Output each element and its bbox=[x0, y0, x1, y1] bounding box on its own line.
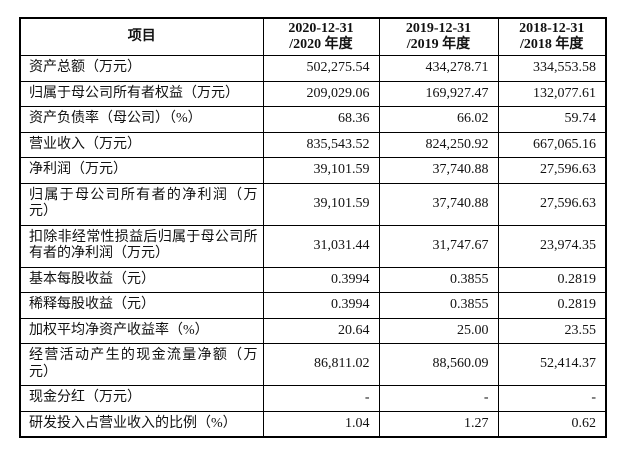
table-row: 加权平均净资产收益率（%） 20.64 25.00 23.55 bbox=[19, 317, 607, 344]
table-body: 资产总额（万元） 502,275.54 434,278.71 334,553.58 归属… bbox=[19, 55, 607, 438]
row-label: 归属于母公司所有者权益（万元） bbox=[19, 80, 264, 107]
row-value: 23.55 bbox=[497, 317, 607, 344]
row-value: 0.2819 bbox=[497, 292, 607, 319]
table-row: 研发投入占营业收入的比例（%） 1.04 1.27 0.62 bbox=[19, 410, 607, 438]
row-value: - bbox=[497, 385, 607, 412]
row-value: 66.02 bbox=[378, 106, 499, 133]
header-period-2018-year: /2018 年度 bbox=[520, 37, 584, 52]
row-label: 经营活动产生的现金流量净额（万元） bbox=[19, 343, 264, 386]
row-value: 1.04 bbox=[262, 410, 380, 438]
row-value: 0.3994 bbox=[262, 292, 380, 319]
row-value: 37,740.88 bbox=[378, 157, 499, 184]
row-value: 502,275.54 bbox=[262, 55, 380, 82]
header-period-2018-date: 2018-12-31 bbox=[519, 21, 585, 36]
header-period-2020-date: 2020-12-31 bbox=[288, 21, 354, 36]
row-value: 0.2819 bbox=[497, 266, 607, 293]
row-value: 37,740.88 bbox=[378, 182, 499, 226]
row-value: 835,543.52 bbox=[262, 131, 380, 158]
table-row: 归属于母公司所有者权益（万元） 209,029.06 169,927.47 132,0… bbox=[19, 80, 607, 107]
row-value: 334,553.58 bbox=[497, 55, 607, 82]
row-value: 667,065.16 bbox=[497, 131, 607, 158]
row-value: - bbox=[262, 385, 380, 412]
table-row: 基本每股收益（元） 0.3994 0.3855 0.2819 bbox=[19, 266, 607, 293]
row-value: 169,927.47 bbox=[378, 80, 499, 107]
row-label: 稀释每股收益（元） bbox=[19, 292, 264, 319]
header-period-2019: 2019-12-31 /2019 年度 bbox=[378, 17, 499, 56]
row-value: 31,747.67 bbox=[378, 224, 499, 268]
row-value: 88,560.09 bbox=[378, 343, 499, 386]
row-value: 52,414.37 bbox=[497, 343, 607, 386]
row-label: 资产负债率（母公司）（%） bbox=[19, 106, 264, 133]
row-label: 研发投入占营业收入的比例（%） bbox=[19, 410, 264, 438]
table-row: 扣除非经常性损益后归属于母公司所有者的净利润（万元） 31,031.44 31,74… bbox=[19, 224, 607, 268]
row-label: 归属于母公司所有者的净利润（万元） bbox=[19, 182, 264, 226]
row-value: 39,101.59 bbox=[262, 157, 380, 184]
row-value: 0.3994 bbox=[262, 266, 380, 293]
row-label: 扣除非经常性损益后归属于母公司所有者的净利润（万元） bbox=[19, 224, 264, 268]
table-row: 资产负债率（母公司）（%） 68.36 66.02 59.74 bbox=[19, 106, 607, 133]
header-period-2019-date: 2019-12-31 bbox=[405, 21, 472, 36]
table-row: 经营活动产生的现金流量净额（万元） 86,811.02 88,560.09 52,41… bbox=[19, 343, 607, 386]
row-label: 净利润（万元） bbox=[19, 157, 264, 184]
row-label: 营业收入（万元） bbox=[19, 131, 264, 158]
table-row: 资产总额（万元） 502,275.54 434,278.71 334,553.58 bbox=[19, 55, 607, 82]
header-period-2020: 2020-12-31 /2020 年度 bbox=[262, 17, 380, 56]
row-label: 现金分红（万元） bbox=[19, 385, 264, 412]
row-value: 25.00 bbox=[378, 317, 499, 344]
table-row: 营业收入（万元） 835,543.52 824,250.92 667,065.16 bbox=[19, 131, 607, 158]
row-value: 68.36 bbox=[262, 106, 380, 133]
row-value: 1.27 bbox=[378, 410, 499, 438]
table-row: 归属于母公司所有者的净利润（万元） 39,101.59 37,740.88 27,59… bbox=[19, 182, 607, 226]
financial-summary-table: 项目 2020-12-31 /2020 年度 2019-12-31 /2019 … bbox=[19, 17, 607, 438]
row-value: 27,596.63 bbox=[497, 182, 607, 226]
table-header-row: 项目 2020-12-31 /2020 年度 2019-12-31 /2019 … bbox=[19, 17, 607, 56]
row-value: 86,811.02 bbox=[262, 343, 380, 386]
row-value: 23,974.35 bbox=[497, 224, 607, 268]
header-period-2019-year: /2019 年度 bbox=[406, 37, 471, 52]
header-period-2020-year: /2020 年度 bbox=[289, 37, 353, 52]
row-label: 资产总额（万元） bbox=[19, 55, 264, 82]
row-value: 0.3855 bbox=[378, 292, 499, 319]
row-value: 434,278.71 bbox=[378, 55, 499, 82]
row-value: - bbox=[378, 385, 499, 412]
row-value: 31,031.44 bbox=[262, 224, 380, 268]
row-value: 39,101.59 bbox=[262, 182, 380, 226]
header-period-2018: 2018-12-31 /2018 年度 bbox=[497, 17, 607, 56]
row-value: 0.62 bbox=[497, 410, 607, 438]
row-value: 132,077.61 bbox=[497, 80, 607, 107]
row-value: 0.3855 bbox=[378, 266, 499, 293]
row-value: 27,596.63 bbox=[497, 157, 607, 184]
table-row: 稀释每股收益（元） 0.3994 0.3855 0.2819 bbox=[19, 292, 607, 319]
row-value: 209,029.06 bbox=[262, 80, 380, 107]
row-label: 基本每股收益（元） bbox=[19, 266, 264, 293]
row-value: 59.74 bbox=[497, 106, 607, 133]
header-item-column: 项目 bbox=[19, 17, 264, 56]
row-value: 20.64 bbox=[262, 317, 380, 344]
row-label: 加权平均净资产收益率（%） bbox=[19, 317, 264, 344]
row-value: 824,250.92 bbox=[378, 131, 499, 158]
table-row: 现金分红（万元） - - - bbox=[19, 385, 607, 412]
table-row: 净利润（万元） 39,101.59 37,740.88 27,596.63 bbox=[19, 157, 607, 184]
